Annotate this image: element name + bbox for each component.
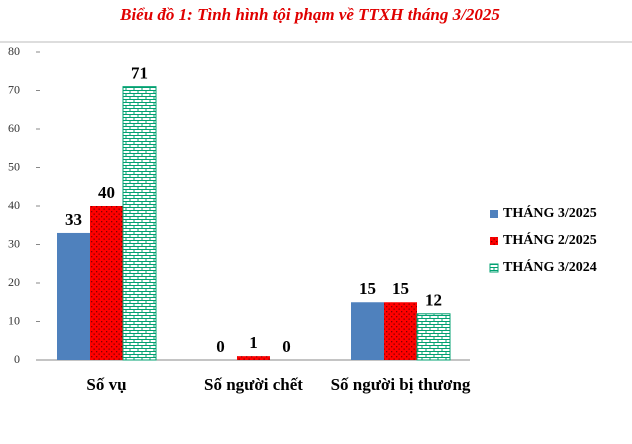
bar [90,206,123,360]
bar [351,302,384,360]
bar [57,232,90,360]
y-tick-label: 70 [8,82,20,96]
y-tick-label: 80 [8,44,20,58]
value-label: 71 [131,64,148,83]
value-label: 1 [249,333,258,352]
value-label: 40 [98,183,115,202]
chart-title: Biểu đồ 1: Tình hình tội phạm về TTXH th… [119,5,500,24]
bar [237,356,270,360]
value-label: 0 [216,337,225,356]
y-tick-label: 30 [8,236,20,250]
x-tick-label: Số người bị thương [330,375,471,394]
value-label: 15 [392,279,409,298]
y-tick-label: 40 [8,198,20,212]
value-label: 33 [65,210,82,229]
bar [416,313,451,361]
y-tick-label: 20 [8,275,20,289]
value-label: 0 [282,337,291,356]
y-tick-label: 60 [8,121,20,135]
value-label: 15 [359,279,376,298]
legend-label: THÁNG 3/2024 [503,258,597,275]
x-tick-label: Số vụ [86,375,127,394]
legend-label: THÁNG 3/2025 [503,204,597,221]
bar [384,302,417,360]
y-tick-label: 10 [8,313,20,327]
value-label: 12 [425,291,442,310]
x-tick-label: Số người chết [204,375,303,394]
legend-swatch [490,210,498,218]
bar [122,86,157,361]
legend-swatch [489,263,499,273]
legend-swatch [490,237,498,245]
legend-label: THÁNG 2/2025 [503,231,597,248]
y-tick-label: 50 [8,159,20,173]
y-tick-label: 0 [14,352,20,366]
